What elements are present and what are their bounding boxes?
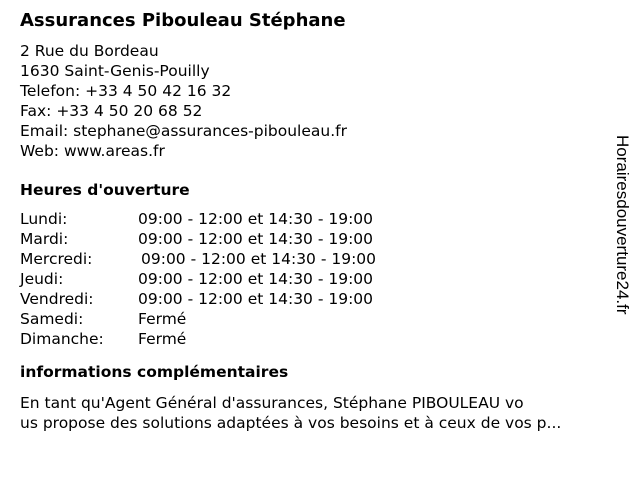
watermark-text: Horairesdouverture24.fr bbox=[613, 135, 632, 315]
city: 1630 Saint-Genis-Pouilly bbox=[20, 62, 210, 80]
hours-value: 09:00 - 12:00 et 14:30 - 19:00 bbox=[138, 290, 374, 308]
hours-row: Mercredi: 09:00 - 12:00 et 14:30 - 19:00 bbox=[20, 249, 376, 269]
hours-row: Mardi: 09:00 - 12:00 et 14:30 - 19:00 bbox=[20, 229, 376, 249]
phone: Telefon: +33 4 50 42 16 32 bbox=[20, 82, 232, 100]
day-label: Jeudi: bbox=[20, 270, 64, 288]
hours-heading: Heures d'ouverture bbox=[20, 181, 190, 199]
hours-table: Lundi: 09:00 - 12:00 et 14:30 - 19:00 Mard… bbox=[20, 209, 376, 349]
info-line: En tant qu'Agent Général d'assurances, S… bbox=[20, 394, 524, 412]
hours-value: Fermé bbox=[138, 330, 187, 348]
contact-info: 2 Rue du Bordeau 1630 Saint-Genis-Pouill… bbox=[20, 41, 620, 161]
day-label: Dimanche: bbox=[20, 330, 104, 348]
day-label: Lundi: bbox=[20, 210, 68, 228]
hours-row: Samedi: Fermé bbox=[20, 309, 376, 329]
day-label: Samedi: bbox=[20, 310, 84, 328]
hours-row: Dimanche: Fermé bbox=[20, 329, 376, 349]
hours-value: Fermé bbox=[138, 310, 187, 328]
email: Email: stephane@assurances-pibouleau.fr bbox=[20, 122, 347, 140]
hours-value: 09:00 - 12:00 et 14:30 - 19:00 bbox=[138, 210, 374, 228]
hours-value: 09:00 - 12:00 et 14:30 - 19:00 bbox=[138, 270, 374, 288]
day-label: Mercredi: bbox=[20, 250, 93, 268]
fax: Fax: +33 4 50 20 68 52 bbox=[20, 102, 203, 120]
info-text: En tant qu'Agent Général d'assurances, S… bbox=[20, 393, 630, 433]
hours-row: Lundi: 09:00 - 12:00 et 14:30 - 19:00 bbox=[20, 209, 376, 229]
business-card: Assurances Pibouleau Stéphane 2 Rue du B… bbox=[20, 9, 620, 433]
hours-row: Vendredi: 09:00 - 12:00 et 14:30 - 19:00 bbox=[20, 289, 376, 309]
info-heading: informations complémentaires bbox=[20, 363, 289, 381]
info-line: us propose des solutions adaptées à vos … bbox=[20, 414, 562, 432]
page-title: Assurances Pibouleau Stéphane bbox=[20, 10, 346, 31]
web: Web: www.areas.fr bbox=[20, 142, 165, 160]
street: 2 Rue du Bordeau bbox=[20, 42, 159, 60]
hours-value: 09:00 - 12:00 et 14:30 - 19:00 bbox=[141, 250, 377, 268]
hours-value: 09:00 - 12:00 et 14:30 - 19:00 bbox=[138, 230, 374, 248]
day-label: Mardi: bbox=[20, 230, 69, 248]
hours-row: Jeudi: 09:00 - 12:00 et 14:30 - 19:00 bbox=[20, 269, 376, 289]
day-label: Vendredi: bbox=[20, 290, 94, 308]
